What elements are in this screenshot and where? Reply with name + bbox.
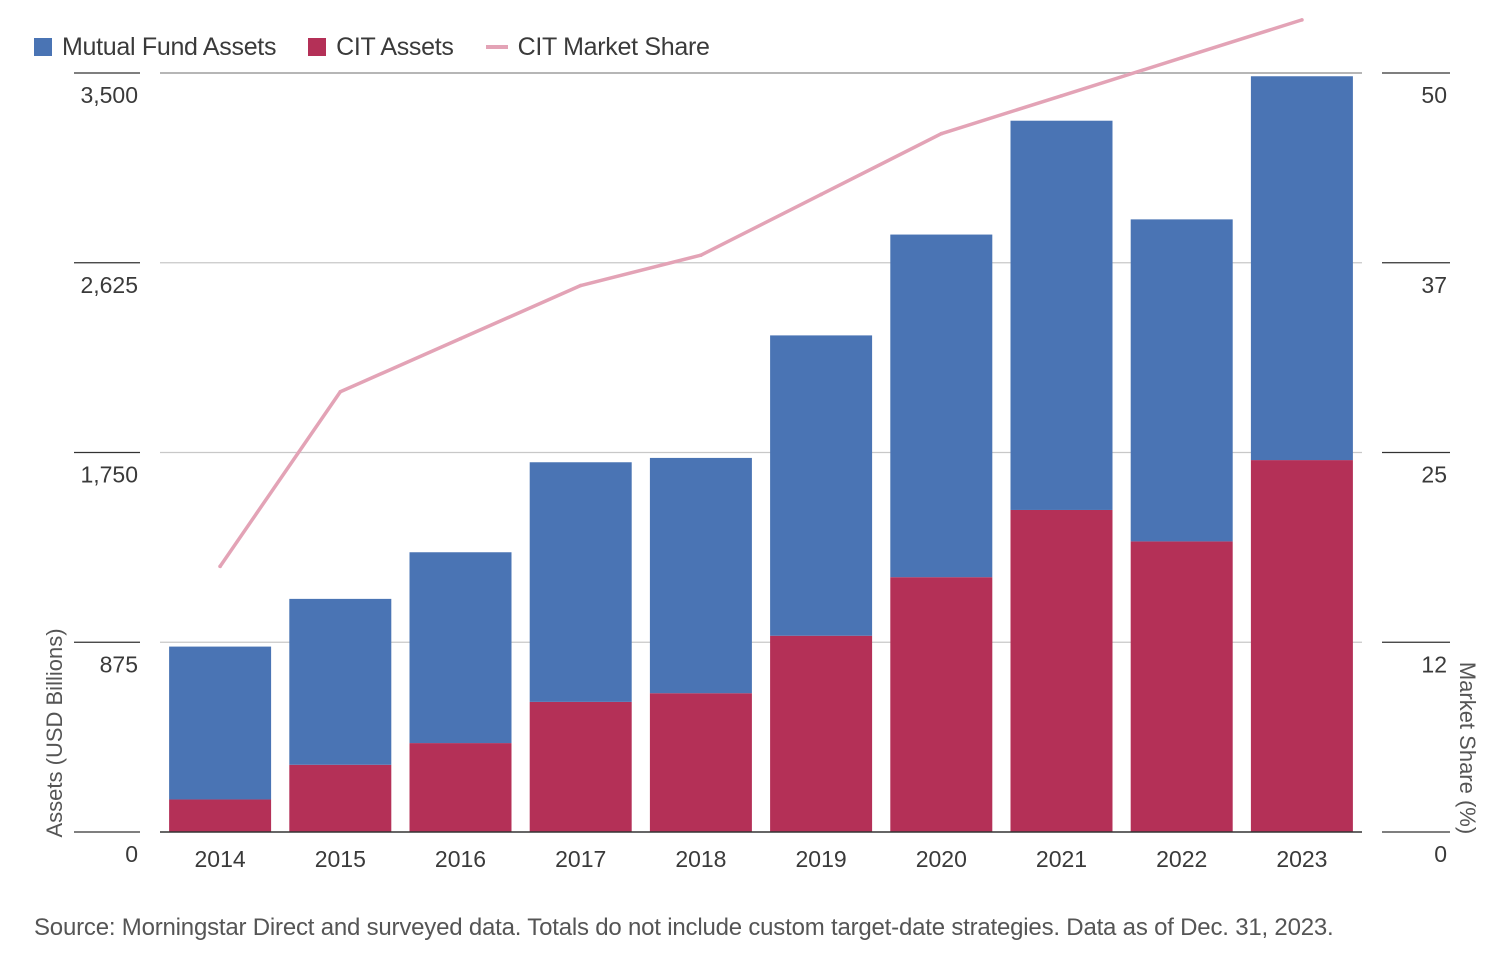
y-tick-label: 1,750: [80, 462, 138, 488]
legend-label-cit-share: CIT Market Share: [517, 32, 710, 61]
bar-mutual-fund-2018: [649, 457, 752, 694]
x-tick-label: 2020: [916, 846, 967, 872]
cit-market-share-line: [218, 18, 1304, 569]
bar-cit-assets-2017: [529, 701, 632, 832]
bar-cit-assets-2023: [1250, 460, 1353, 832]
stacked-bar-line-chart: 0 875 1,750 2,625 3,500 0 12 25 37 50 2014 2015 2016…: [42, 18, 1480, 872]
cit-market-share-point-2022: [1179, 56, 1184, 60]
legend-item-cit-assets: CIT Assets: [308, 32, 454, 62]
x-tick-label: 2022: [1156, 846, 1207, 872]
legend-item-mutual-fund: Mutual Fund Assets: [34, 33, 276, 62]
bar-layer: [169, 76, 1353, 832]
mutual-fund-swatch: [34, 38, 52, 56]
cit-share-line-swatch: [485, 45, 508, 49]
axis-layer: 0 875 1,750 2,625 3,500 0 12 25 37 50 2014 2015 2016…: [74, 72, 1450, 872]
y2-tick-label: 37: [1421, 272, 1447, 298]
cit-market-share-point-2016: [458, 336, 463, 341]
bar-cit-assets-2018: [649, 693, 752, 832]
y-axis-title: Assets (USD Billions): [42, 628, 67, 837]
x-tick-label: 2016: [435, 846, 486, 872]
legend: Mutual Fund Assets CIT Assets CIT Market…: [34, 30, 742, 64]
bar-cit-assets-2021: [1010, 509, 1113, 832]
bar-mutual-fund-2023: [1250, 76, 1353, 461]
bar-cit-assets-2022: [1130, 541, 1233, 832]
legend-label-cit-assets: CIT Assets: [336, 32, 454, 61]
y2-tick-label: 0: [1434, 841, 1447, 867]
cit-assets-swatch: [308, 38, 327, 56]
bar-cit-assets-2019: [770, 635, 873, 832]
bar-cit-assets-2015: [289, 764, 392, 832]
y-tick-label: 0: [125, 841, 138, 867]
cit-market-share-point-2020: [939, 131, 944, 136]
bar-cit-assets-2016: [409, 743, 512, 832]
x-tick-label: 2015: [315, 846, 366, 872]
footnote: Source: Morningstar Direct and surveyed …: [34, 914, 1334, 941]
bar-mutual-fund-2016: [409, 552, 512, 744]
line-layer: [218, 18, 1304, 569]
cit-market-share-point-2021: [1059, 93, 1064, 98]
legend-label-mutual-fund: Mutual Fund Assets: [62, 32, 277, 61]
legend-item-cit-share: CIT Market Share: [485, 32, 710, 62]
y-tick-label: 875: [100, 651, 138, 677]
x-tick-label: 2019: [796, 846, 847, 872]
x-tick-label: 2023: [1276, 846, 1327, 872]
x-tick-label: 2017: [555, 846, 606, 872]
bar-mutual-fund-2015: [289, 598, 392, 765]
cit-market-share-point-2019: [819, 192, 823, 197]
cit-market-share-point-2023: [1300, 18, 1304, 22]
x-tick-label: 2021: [1036, 846, 1087, 872]
bar-mutual-fund-2020: [890, 234, 993, 578]
y2-tick-label: 50: [1421, 82, 1447, 108]
bar-mutual-fund-2022: [1130, 219, 1233, 542]
y2-axis-title: Market Share (%): [1455, 662, 1480, 834]
x-tick-label: 2018: [675, 846, 726, 872]
y2-tick-label: 25: [1421, 462, 1447, 488]
y2-tick-label: 12: [1421, 651, 1447, 677]
bar-mutual-fund-2019: [770, 335, 873, 636]
bar-mutual-fund-2014: [169, 646, 272, 800]
x-tick-label: 2014: [195, 846, 246, 872]
bar-cit-assets-2020: [890, 577, 993, 832]
cit-market-share-point-2017: [578, 283, 583, 288]
y-tick-label: 2,625: [80, 272, 138, 298]
y-tick-label: 3,500: [80, 82, 138, 108]
bar-mutual-fund-2017: [529, 462, 632, 702]
bar-cit-assets-2014: [169, 799, 272, 832]
bar-mutual-fund-2021: [1010, 120, 1113, 510]
cit-market-share-point-2014: [218, 564, 222, 569]
cit-market-share-point-2015: [338, 389, 343, 394]
cit-market-share-point-2018: [699, 253, 703, 257]
